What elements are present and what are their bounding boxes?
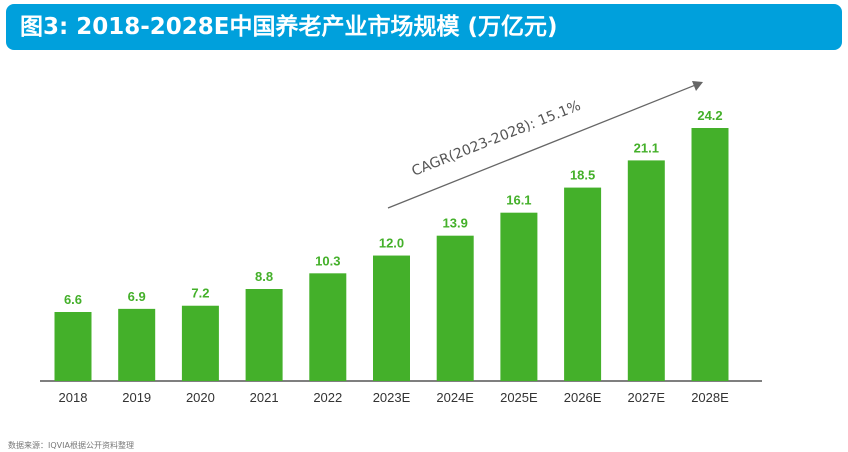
bar-2025E bbox=[500, 212, 538, 381]
bar-2022 bbox=[309, 273, 347, 381]
value-label: 8.8 bbox=[255, 269, 273, 284]
value-label: 7.2 bbox=[191, 286, 209, 301]
x-tick-label: 2027E bbox=[628, 390, 666, 405]
cagr-annotation: CAGR(2023-2028): 15.1% bbox=[410, 98, 584, 180]
value-label: 21.1 bbox=[634, 140, 659, 155]
trend-arrow-line bbox=[387, 84, 696, 209]
value-label: 6.9 bbox=[128, 289, 146, 304]
x-tick-label: 2019 bbox=[122, 390, 151, 405]
x-tick-label: 2023E bbox=[373, 390, 411, 405]
value-label: 13.9 bbox=[443, 216, 468, 231]
value-label: 10.3 bbox=[315, 253, 340, 268]
bar-2018 bbox=[54, 312, 92, 381]
title-banner: 图3: 2018-2028E中国养老产业市场规模 (万亿元) bbox=[6, 4, 842, 50]
bar-2027E bbox=[627, 160, 665, 381]
value-label: 16.1 bbox=[506, 193, 531, 208]
bar-2020 bbox=[181, 305, 219, 381]
x-tick-label: 2028E bbox=[691, 390, 729, 405]
value-label: 6.6 bbox=[64, 292, 82, 307]
x-tick-label: 2020 bbox=[186, 390, 215, 405]
x-tick-label: 2024E bbox=[436, 390, 474, 405]
bar-chart: 6.6 2018 6.9 2019 7.2 2020 8.8 2021 10.3 2022 12.0… bbox=[40, 81, 762, 405]
bar-2024E bbox=[436, 235, 474, 381]
value-label: 18.5 bbox=[570, 168, 595, 183]
trend-arrow-head bbox=[692, 81, 703, 91]
x-tick-label: 2022 bbox=[313, 390, 342, 405]
bar-2021 bbox=[245, 289, 283, 381]
x-tick-label: 2018 bbox=[59, 390, 88, 405]
chart-title: 图3: 2018-2028E中国养老产业市场规模 (万亿元) bbox=[20, 14, 558, 40]
bar-2026E bbox=[564, 187, 602, 381]
x-tick-label: 2026E bbox=[564, 390, 602, 405]
bar-2023E bbox=[373, 255, 410, 381]
x-tick-label: 2025E bbox=[500, 390, 538, 405]
value-label: 24.2 bbox=[697, 108, 722, 123]
bar-2028E bbox=[691, 128, 729, 381]
x-tick-label: 2021 bbox=[250, 390, 279, 405]
source-note: 数据来源：IQVIA根据公开资料整理 bbox=[8, 441, 134, 450]
value-label: 12.0 bbox=[379, 236, 404, 251]
bar-2019 bbox=[118, 308, 156, 381]
